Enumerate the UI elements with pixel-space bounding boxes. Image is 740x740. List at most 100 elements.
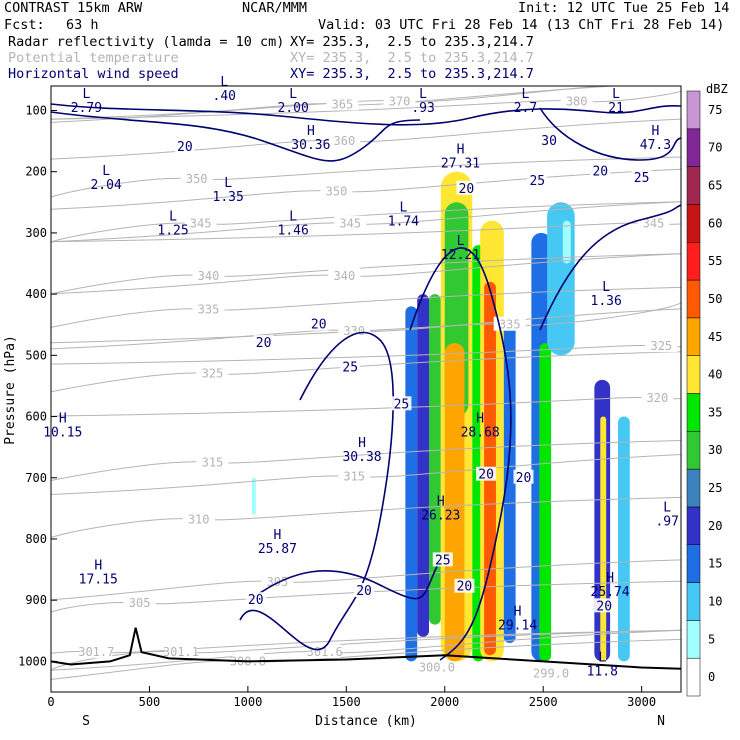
field-reflectivity: Radar reflectivity (lamda = 10 cm): [8, 34, 285, 50]
wind-contour-label-12: 25: [435, 553, 451, 568]
colorbar-tick-7: 35: [708, 405, 722, 419]
theta-label-bg-25: [560, 93, 593, 108]
extremum-value-21: 25.87: [258, 542, 297, 557]
theta-contour-line-25: [51, 90, 681, 120]
wind-label-bg-5: [456, 180, 477, 195]
theta-contour-label-6: 310: [188, 512, 210, 526]
extremum-value-4: 2.7: [514, 101, 537, 116]
theta-contour-line-3: [51, 629, 681, 671]
extremum-kind-20: L: [663, 500, 671, 515]
field-reflectivity-xy: XY= 235.3, 2.5 to 235.3,214.7: [290, 34, 534, 50]
wind-label-bg-14: [245, 592, 266, 607]
colorbar-swatch-6: [686, 431, 701, 470]
extremum-value-2: 2.00: [278, 101, 309, 116]
wind-contour-mid: [239, 331, 394, 651]
extremum-kind-15: L: [602, 280, 610, 295]
theta-label-bg-20: [180, 171, 213, 186]
theta-contour-label-25: 380: [566, 94, 588, 108]
theta-contour-label-7: 315: [202, 455, 224, 469]
wind-contour-label-13: 20: [457, 580, 473, 595]
extremum-kind-9: L: [102, 164, 110, 179]
extremum-kind-0: L: [83, 87, 91, 102]
theta-contour-label-8: 315: [343, 470, 365, 484]
theta-label-bg-7: [196, 454, 229, 469]
theta-contour-label-19: 345: [643, 217, 665, 231]
theta-contour-line-6: [51, 496, 681, 538]
colorbar-swatch-8: [686, 355, 701, 394]
y-tick-label-2: 300: [25, 226, 47, 240]
wind-label-bg-7: [253, 335, 274, 350]
extremum-value-13: 1.74: [388, 214, 419, 229]
plot-frame: [50, 85, 682, 693]
colorbar-unit: dBZ: [706, 82, 728, 96]
wind-contour-label-1: 30: [541, 134, 557, 149]
reflectivity-cell-5: [444, 343, 465, 662]
extremum-kind-10: L: [224, 176, 232, 191]
wind-contour-label-8: 25: [342, 361, 358, 376]
colorbar-swatch-9: [686, 317, 701, 356]
theta-label-bg-9: [641, 390, 674, 405]
y-tick-label-5: 600: [25, 410, 47, 424]
theta-contour-line-15: [51, 253, 681, 295]
x-end-label-north: N: [657, 714, 665, 729]
extremum-value-16: 10.15: [43, 426, 82, 441]
y-tick-label-6: 700: [25, 471, 47, 485]
theta-label-bg-23: [326, 96, 359, 111]
wind-contour-low: [249, 559, 441, 601]
theta-contour-label-22: 360: [334, 134, 356, 148]
colorbar-swatch-13: [686, 166, 701, 205]
theta-contour-label-10: 325: [202, 367, 224, 381]
reflectivity-cell-9: [503, 318, 516, 644]
wind-label-bg-8: [340, 359, 361, 374]
theta-label-bg-17: [184, 215, 217, 230]
wind-contour-storm: [409, 247, 512, 661]
colorbar-swatch-2: [686, 582, 701, 621]
theta-contour-label-14: 335: [499, 318, 521, 332]
reflectivity-cell-13: [562, 220, 571, 264]
reflectivity-cell-1: [417, 294, 429, 637]
theta-contour-label-16: 340: [334, 269, 356, 283]
theta-contour-label-4: 305: [129, 596, 151, 610]
wind-label-bg-1: [539, 133, 560, 148]
colorbar-swatch-11: [686, 242, 701, 281]
wind-contour-label-7: 20: [256, 336, 272, 351]
colorbar-swatch-5: [686, 468, 701, 508]
wind-contour-east: [539, 204, 681, 331]
field-theta: Potential temperature: [8, 50, 179, 66]
colorbar-tick-4: 20: [708, 519, 722, 533]
wind-label-bg-6: [308, 316, 329, 331]
wind-jet-contour-upper: [51, 103, 681, 126]
extremum-value-10: 1.35: [213, 190, 244, 205]
extremum-value-8: 47.3: [640, 138, 671, 153]
extremum-value-5: 21: [608, 101, 624, 116]
extremum-kind-22: H: [94, 559, 102, 574]
extremum-kind-2: L: [289, 87, 297, 102]
reflectivity-cell-15: [600, 416, 607, 662]
theta-lower-label-0: 300.0: [419, 661, 455, 675]
x-tick-label-6: 3000: [627, 695, 656, 709]
init-time: Init: 12 UTC Tue 25 Feb 14: [518, 0, 730, 16]
y-tick-label-4: 500: [25, 348, 47, 362]
theta-label-bg-5: [261, 573, 294, 588]
wind-contour-label-9: 25: [394, 397, 410, 412]
theta-label-bg-22: [328, 133, 361, 148]
extremum-kind-13: L: [399, 200, 407, 215]
theta-contour-label-23: 365: [332, 97, 354, 111]
extremum-value-25: 11.8: [587, 664, 618, 679]
colorbar-tick-12: 60: [708, 216, 722, 230]
wind-label-bg-10: [476, 466, 497, 481]
colorbar-swatch-1: [686, 620, 701, 659]
theta-label-bg-3: [80, 644, 113, 659]
extremum-kind-8: H: [651, 124, 659, 139]
wind-label-bg-15: [354, 583, 375, 597]
extremum-kind-17: H: [476, 412, 484, 427]
wind-contour-label-0: 20: [177, 140, 193, 155]
wind-contour-label-2: 20: [592, 165, 608, 180]
wind-contour-label-4: 25: [529, 174, 545, 189]
y-tick-label-3: 400: [25, 287, 47, 301]
theta-contour-label-20: 350: [186, 172, 208, 186]
wind-label-bg-11: [513, 469, 534, 484]
theta-contour-line-17: [51, 201, 681, 243]
theta-label-bg-13: [192, 301, 225, 316]
